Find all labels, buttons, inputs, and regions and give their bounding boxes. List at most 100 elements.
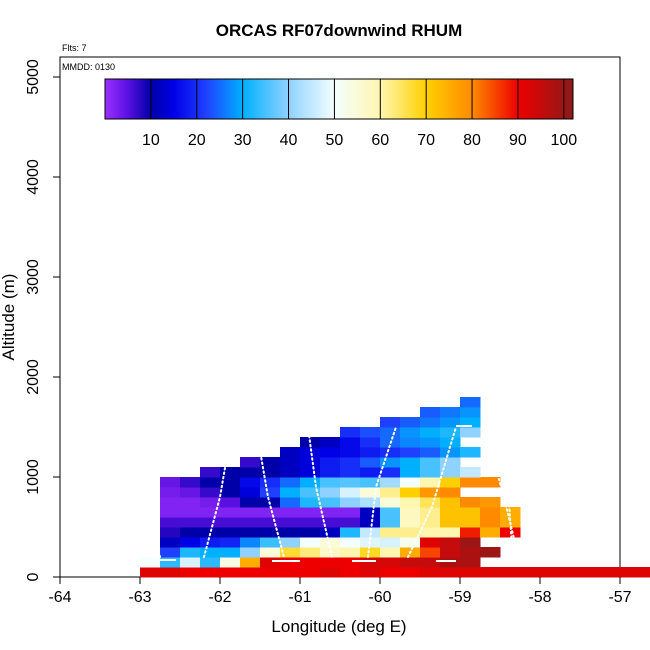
heatmap-cell xyxy=(260,527,281,538)
heatmap-cell xyxy=(320,567,341,578)
heatmap-cell xyxy=(440,417,461,428)
heatmap-cell xyxy=(420,567,441,578)
heatmap-cell xyxy=(400,437,421,448)
heatmap-cell xyxy=(180,527,201,538)
heatmap-cell xyxy=(380,467,401,478)
heatmap-cell xyxy=(380,427,401,438)
y-tick-label: 4000 xyxy=(25,159,42,195)
heatmap-cell xyxy=(220,477,241,488)
heatmap-cell xyxy=(260,487,281,498)
y-tick-label: 3000 xyxy=(25,259,42,295)
heatmap-cell xyxy=(480,567,501,578)
heatmap-cell xyxy=(340,527,361,538)
flight-track-profile xyxy=(307,426,333,558)
heatmap-cell xyxy=(280,517,301,528)
heatmap-cell xyxy=(220,537,241,548)
heatmap-cells xyxy=(140,397,650,578)
heatmap-cell xyxy=(460,527,481,538)
heatmap-cell xyxy=(380,477,401,488)
heatmap-cell xyxy=(480,527,501,538)
heatmap-cell xyxy=(280,477,301,488)
heatmap-cell xyxy=(400,567,421,578)
x-tick-label: -63 xyxy=(128,589,151,606)
heatmap-cell xyxy=(340,487,361,498)
heatmap-cell xyxy=(380,487,401,498)
heatmap-cell xyxy=(160,517,181,528)
flight-track-profile xyxy=(146,336,177,558)
heatmap-cell xyxy=(440,527,461,538)
heatmap-cell xyxy=(420,407,441,418)
heatmap-cell xyxy=(320,557,341,568)
heatmap-cell xyxy=(360,527,381,538)
heatmap-cell xyxy=(240,477,261,488)
heatmap-cell xyxy=(260,517,281,528)
heatmap-cell xyxy=(300,507,321,518)
heatmap-cell xyxy=(240,497,261,508)
heatmap-cell xyxy=(400,497,421,508)
heatmap-cell xyxy=(400,457,421,468)
heatmap-cell xyxy=(460,567,481,578)
heatmap-cell xyxy=(380,567,401,578)
heatmap-cell xyxy=(280,487,301,498)
heatmap-cell xyxy=(220,487,241,498)
heatmap-cell xyxy=(340,467,361,478)
flight-track-profile xyxy=(367,426,397,558)
heatmap-cell xyxy=(500,567,521,578)
heatmap-cell xyxy=(260,507,281,518)
heatmap-cell xyxy=(420,557,441,568)
heatmap-cell xyxy=(460,477,481,488)
heatmap-cell xyxy=(200,517,221,528)
heatmap-cell xyxy=(160,527,181,538)
colorbar-tick-label: 60 xyxy=(371,132,389,149)
heatmap-cell xyxy=(420,537,441,548)
heatmap-cell xyxy=(420,457,441,468)
y-axis: 0 1000 2000 3000 4000 5000 xyxy=(25,59,60,581)
heatmap-cell xyxy=(380,507,401,518)
heatmap-cell xyxy=(420,417,441,428)
y-tick-label: 5000 xyxy=(25,59,42,95)
heatmap-cell xyxy=(620,567,641,578)
heatmap-cell xyxy=(220,527,241,538)
heatmap-cell xyxy=(480,477,501,488)
heatmap-cell xyxy=(560,567,581,578)
heatmap-cell xyxy=(640,567,650,578)
heatmap-cell xyxy=(160,557,181,568)
x-tick-label: -62 xyxy=(208,589,231,606)
heatmap-cell xyxy=(320,507,341,518)
colorbar-tick-label: 100 xyxy=(550,132,577,149)
heatmap-cell xyxy=(220,567,241,578)
heatmap-cell xyxy=(160,547,181,558)
heatmap-cell xyxy=(600,567,621,578)
heatmap-cell xyxy=(440,507,461,518)
colorbar-tick-label: 40 xyxy=(280,132,298,149)
heatmap-cell xyxy=(320,517,341,528)
heatmap-cell xyxy=(240,537,261,548)
heatmap-cell xyxy=(380,537,401,548)
heatmap-cell xyxy=(260,567,281,578)
x-axis-label: Longitude (deg E) xyxy=(271,617,406,636)
heatmap-cell xyxy=(420,437,441,448)
heatmap-cell xyxy=(340,547,361,558)
heatmap-cell xyxy=(500,507,521,518)
colorbar-gradient xyxy=(104,78,574,120)
heatmap-cell xyxy=(280,567,301,578)
heatmap-cell xyxy=(400,427,421,438)
heatmap-cell xyxy=(200,537,221,548)
heatmap-cell xyxy=(400,467,421,478)
flight-track-profile xyxy=(483,426,517,548)
heatmap-cell xyxy=(360,427,381,438)
heatmap-cell xyxy=(240,507,261,518)
heatmap-cell xyxy=(200,477,221,488)
heatmap-cell xyxy=(360,487,381,498)
heatmap-cell xyxy=(160,567,181,578)
heatmap-cell xyxy=(280,457,301,468)
heatmap-cell xyxy=(360,497,381,508)
heatmap-cell xyxy=(260,467,281,478)
heatmap-cell xyxy=(320,537,341,548)
heatmap-cell xyxy=(180,517,201,528)
heatmap-cell xyxy=(440,437,461,448)
colorbar-tick-label: 90 xyxy=(509,132,527,149)
heatmap-cell xyxy=(460,547,481,558)
x-tick-label: -59 xyxy=(448,589,471,606)
